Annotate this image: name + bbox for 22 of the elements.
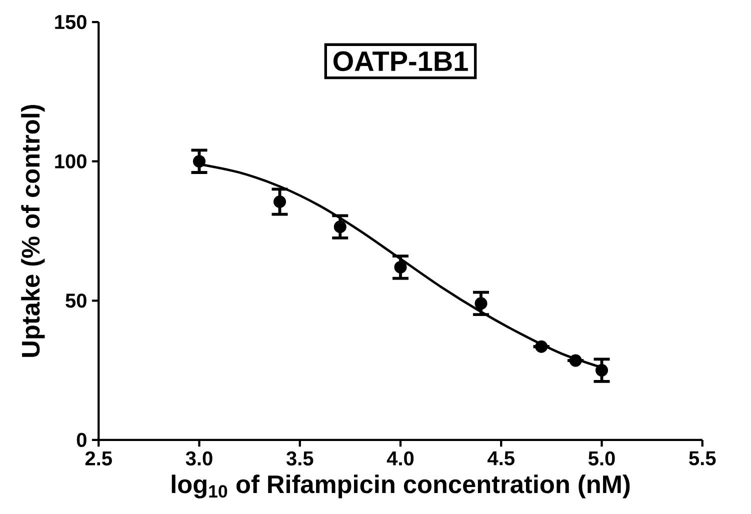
x-tick-label: 4.0 <box>386 451 414 466</box>
x-tick-label: 5.5 <box>689 451 716 466</box>
text: OATP-1B1 <box>333 51 468 72</box>
y-tick-label: 100 <box>55 154 86 168</box>
y-axis-title: Uptake (% of control) <box>21 104 45 357</box>
point <box>394 260 407 274</box>
y-tick-label: 150 <box>55 14 86 30</box>
x-tick-label: 2.5 <box>85 451 112 466</box>
x-tick-label: 5.0 <box>588 451 615 466</box>
point <box>273 196 286 208</box>
y-tick-label: 50 <box>66 294 86 308</box>
point <box>535 340 548 353</box>
x-tick-label: 3.0 <box>186 451 212 466</box>
point <box>334 220 346 234</box>
point <box>569 354 582 367</box>
y-tick-label: 0 <box>76 432 86 448</box>
point <box>192 155 206 168</box>
x-tick-label: 4.5 <box>488 451 514 466</box>
x-axis-title: log$_{10}$ of Rifampicin concentration (nM) <box>172 474 630 498</box>
x-tick-label: 3.5 <box>286 451 314 466</box>
point <box>474 297 488 310</box>
point <box>595 364 608 377</box>
